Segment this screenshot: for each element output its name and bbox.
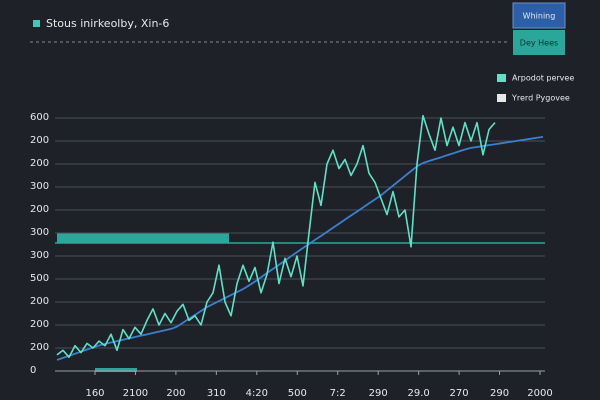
x-tick-label: 2000 xyxy=(527,388,552,399)
legend-label: Arpodot pervee xyxy=(512,74,574,83)
y-tick-label: 200 xyxy=(30,342,49,353)
y-tick-label: 200 xyxy=(30,319,49,330)
x-tick-label: 500 xyxy=(288,388,307,399)
x-tick-label: 270 xyxy=(450,388,469,399)
y-tick-label: 200 xyxy=(30,296,49,307)
x-tick-label: 310 xyxy=(207,388,226,399)
button-label[interactable]: Dey Hees xyxy=(520,39,558,48)
x-tick-label: 29.0 xyxy=(408,388,430,399)
x-tick-label: 290 xyxy=(369,388,388,399)
y-tick-label: 200 xyxy=(30,158,49,169)
y-tick-label: 200 xyxy=(30,135,49,146)
y-tick-label: 300 xyxy=(30,250,49,261)
series-line xyxy=(56,135,544,361)
y-tick-label: 200 xyxy=(30,204,49,215)
x-tick-label: 160 xyxy=(85,388,104,399)
legend-swatch xyxy=(497,94,506,102)
y-tick-label: 0 xyxy=(30,365,36,376)
y-tick-label: 500 xyxy=(30,273,49,284)
legend-swatch xyxy=(497,74,506,82)
x-tick-label: 200 xyxy=(166,388,185,399)
chart-title: Stous inirkeolby, Xin-6 xyxy=(46,17,169,30)
button-label[interactable]: Whining xyxy=(523,12,556,21)
legend-label: Yrerd Pygovee xyxy=(511,94,570,103)
title-icon xyxy=(33,20,40,27)
x-tick-label: 4:20 xyxy=(246,388,268,399)
y-tick-label: 600 xyxy=(30,112,49,123)
x-tick-label: 290 xyxy=(490,388,509,399)
series-line xyxy=(56,114,496,358)
x-tick-label: 2100 xyxy=(123,388,148,399)
y-tick-label: 300 xyxy=(30,181,49,192)
button[interactable] xyxy=(513,30,565,55)
y-tick-label: 300 xyxy=(30,227,49,238)
x-tick-label: 7:2 xyxy=(330,388,346,399)
range-marker xyxy=(95,368,137,372)
highlight-band xyxy=(57,233,229,243)
button[interactable] xyxy=(512,2,566,29)
